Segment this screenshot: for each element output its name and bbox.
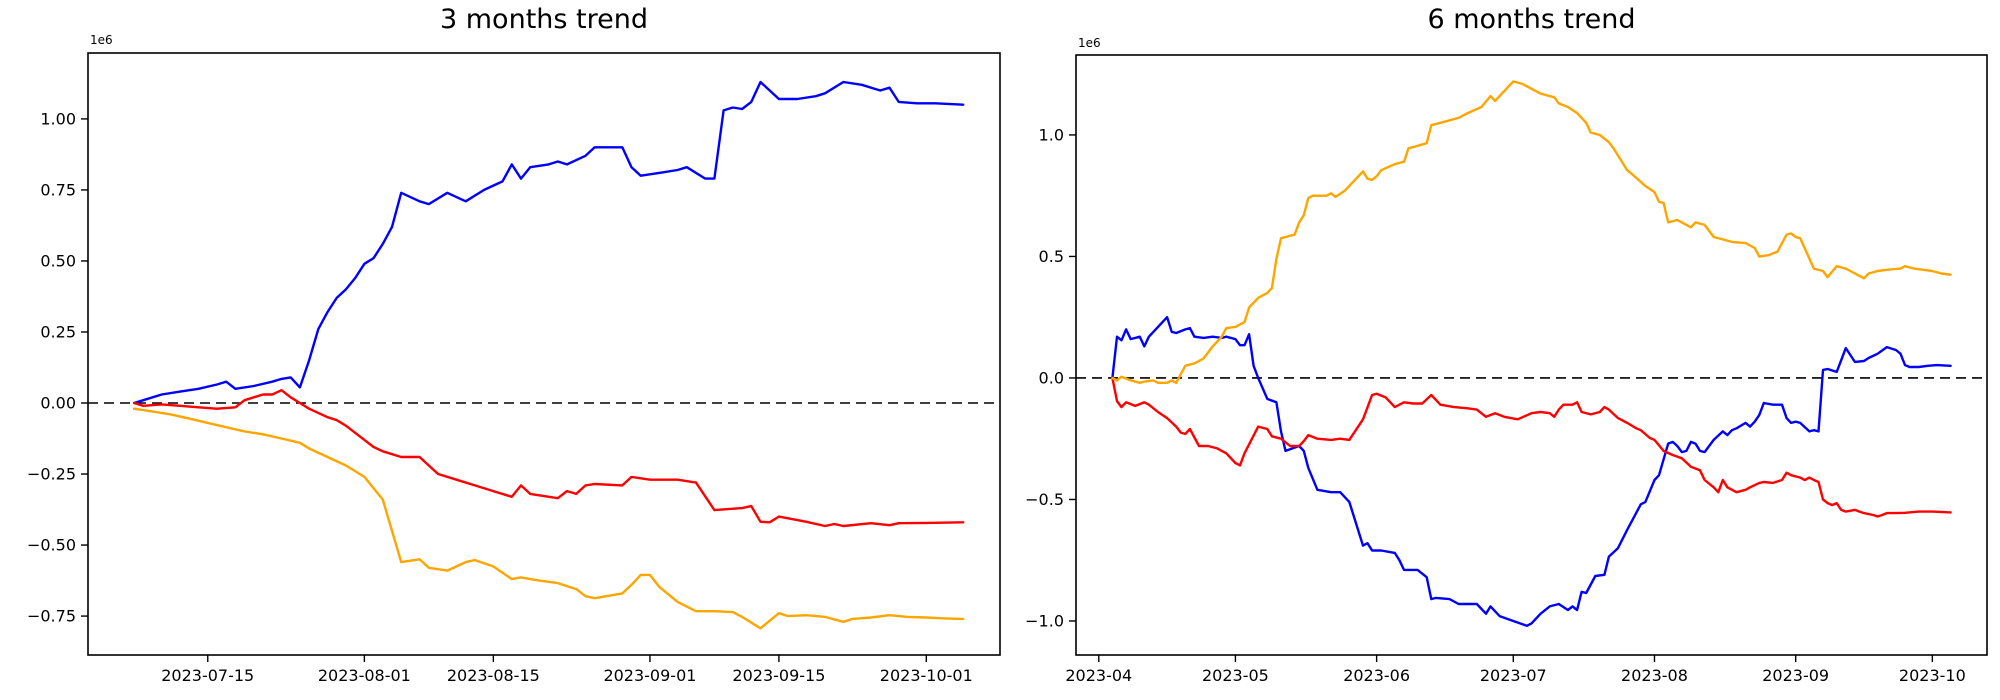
y-tick-label: −0.25 [27, 465, 76, 484]
series-line-blue [132, 80, 965, 405]
y-tick-label: 0.50 [40, 251, 76, 270]
x-tick-label: 2023-09-15 [732, 666, 825, 685]
chart-title-6-months: 6 months trend [1427, 4, 1636, 35]
x-tick-label: 2023-07 [1480, 666, 1547, 685]
x-tick-label: 2023-08-01 [318, 666, 411, 685]
y-tick-label: 0.75 [40, 180, 76, 199]
x-tick-label: 2023-06 [1343, 666, 1410, 685]
y-tick-label: 1.00 [40, 109, 76, 128]
y-tick-label: 0.0 [1039, 368, 1064, 387]
series-line-red [1111, 376, 1952, 518]
axes-spines [87, 52, 1001, 656]
y-tick-label: 0.5 [1039, 247, 1064, 266]
x-tick-label: 2023-08-15 [447, 666, 540, 685]
x-tick-label: 2023-09-01 [603, 666, 696, 685]
y-tick-label: 0.00 [40, 394, 76, 413]
x-tick-label: 2023-10-01 [880, 666, 973, 685]
y-axis-offset-label: 1e6 [1078, 36, 1101, 50]
x-tick-label: 2023-05 [1202, 666, 1269, 685]
x-tick-label: 2023-04 [1065, 666, 1132, 685]
axes-spines [1075, 54, 1988, 656]
series-line-orange [132, 407, 965, 630]
chart-0: 1.00 0.75 0.50 0.25 0.00 −0.25 −0.50 −0.75 2023-… [27, 52, 1001, 685]
series-line-red [132, 389, 965, 528]
y-tick-label: −0.5 [1025, 490, 1064, 509]
x-tick-label: 2023-10 [1899, 666, 1966, 685]
y-tick-label: 0.25 [40, 322, 76, 341]
chart-title-3-months: 3 months trend [440, 4, 648, 35]
y-tick-label: −1.0 [1025, 611, 1064, 630]
chart-1: 1.0 0.5 0.0 −0.5 −1.0 2023-04 2023-05 2023-06 20… [1025, 54, 1988, 685]
series-line-orange [1111, 80, 1952, 384]
x-tick-label: 2023-08 [1621, 666, 1688, 685]
y-axis-offset-label: 1e6 [90, 33, 113, 47]
x-tick-label: 2023-07-15 [161, 666, 254, 685]
y-tick-label: 1.0 [1039, 125, 1064, 144]
y-tick-label: −0.75 [27, 607, 76, 626]
y-tick-label: −0.50 [27, 536, 76, 555]
series-line-blue [1111, 316, 1952, 627]
x-tick-label: 2023-09 [1762, 666, 1829, 685]
